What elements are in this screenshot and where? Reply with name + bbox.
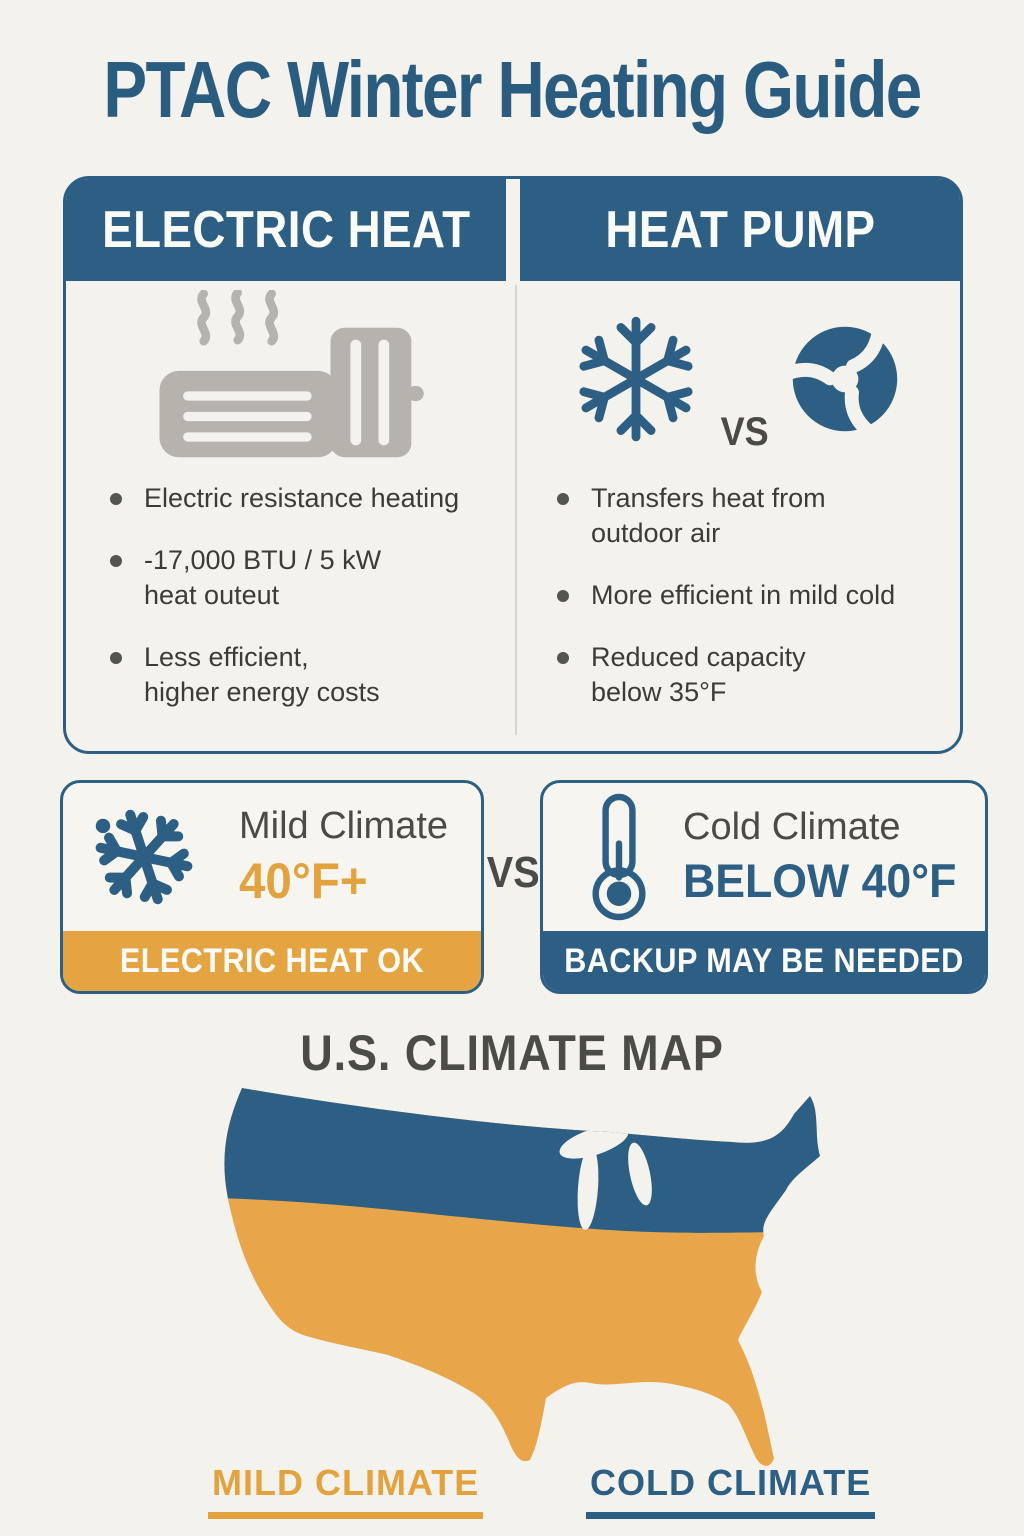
cold-climate-box: Cold Climate BELOW 40°F BACKUP MAY BE NE… (540, 780, 988, 994)
mild-climate-band: ELECTRIC HEAT OK (63, 931, 481, 991)
page-title: PTAC Winter Heating Guide (103, 45, 922, 134)
heat-pump-header: HEAT PUMP (520, 179, 960, 281)
electric-heat-header-label: ELECTRIC HEAT (101, 201, 471, 259)
mild-climate-content: Mild Climate 40°F+ (63, 783, 481, 931)
cold-climate-band-label: BACKUP MAY BE NEEDED (564, 941, 964, 980)
cold-climate-band: BACKUP MAY BE NEEDED (543, 931, 985, 991)
snowflake-icon (570, 313, 702, 445)
map-title: U.S. CLIMATE MAP (300, 1025, 724, 1081)
heat-pump-icon-zone: VS (513, 281, 960, 477)
mild-climate-box: Mild Climate 40°F+ ELECTRIC HEAT OK (60, 780, 484, 994)
heat-pump-header-label: HEAT PUMP (604, 201, 876, 259)
electric-heat-column: ELECTRIC HEAT (66, 179, 513, 751)
heat-pump-bullet-list: Transfers heat from outdoor air More eff… (513, 481, 960, 737)
bullet-item: -17,000 BTU / 5 kW heat outeut (110, 543, 503, 613)
mild-climate-value: 40°F+ (239, 852, 368, 909)
bullet-item: Less efficient, higher energy costs (110, 640, 503, 710)
cold-climate-content: Cold Climate BELOW 40°F (543, 783, 985, 931)
vs-label: VS (486, 848, 540, 897)
bullet-item: Reduced capacity below 35°F (557, 640, 950, 710)
electric-heat-icon-zone (66, 281, 513, 477)
bullet-item: More efficient in mild cold (557, 578, 950, 613)
fan-icon (787, 321, 898, 437)
legend-cold-climate: COLD CLIMATE (586, 1462, 876, 1519)
cold-climate-title: Cold Climate (683, 806, 901, 848)
bullet-item: Transfers heat from outdoor air (557, 481, 950, 551)
radiator-icon (158, 290, 424, 458)
great-lakes (559, 1125, 652, 1230)
us-map-graphic (224, 1088, 821, 1466)
electric-heat-bullet-list: Electric resistance heating -17,000 BTU … (66, 481, 513, 737)
mild-climate-title: Mild Climate (239, 804, 449, 847)
cold-climate-value: BELOW 40°F (683, 854, 957, 907)
electric-heat-header: ELECTRIC HEAT (66, 179, 506, 281)
heat-pump-column: HEAT PUMP (513, 179, 960, 751)
bullet-item: Electric resistance heating (110, 481, 503, 516)
comparison-card: ELECTRIC HEAT (63, 176, 963, 754)
legend-mild-climate: MILD CLIMATE (208, 1462, 484, 1519)
mild-climate-band-label: ELECTRIC HEAT OK (119, 941, 425, 980)
mild-snowflake-icon (83, 796, 205, 918)
vs-label: VS (720, 410, 769, 454)
thermometer-icon (592, 793, 646, 921)
us-climate-map (132, 1058, 892, 1478)
